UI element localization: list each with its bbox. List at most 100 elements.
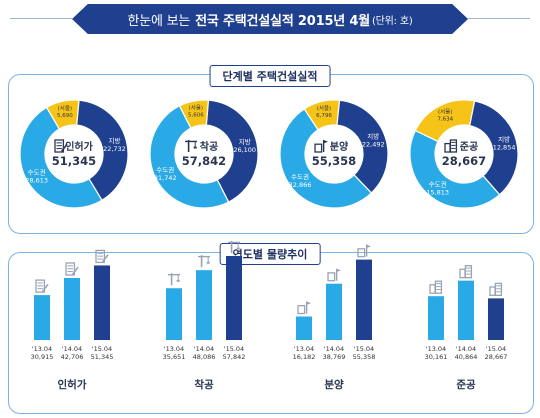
donut-total: 57,842 bbox=[182, 154, 226, 168]
donut-total: 28,667 bbox=[442, 154, 486, 168]
flag bbox=[323, 140, 328, 144]
bar-category: '15.04 bbox=[486, 345, 506, 353]
slice-label: 수도권 bbox=[156, 166, 174, 174]
flag-icon bbox=[327, 268, 341, 282]
slice-value: 6,796 bbox=[316, 113, 332, 119]
donut-slice bbox=[279, 108, 373, 209]
bar-value: 30,161 bbox=[425, 353, 448, 361]
slice-label: 수도권 bbox=[291, 173, 309, 181]
flag bbox=[336, 268, 341, 273]
slice-value: 28,613 bbox=[25, 176, 48, 184]
flag bbox=[366, 244, 371, 248]
flag-icon bbox=[357, 244, 371, 258]
slice-value: 5,690 bbox=[57, 113, 73, 119]
building-low bbox=[429, 284, 436, 294]
bar-category: '14.04 bbox=[62, 345, 82, 353]
slice-value: 5,606 bbox=[188, 113, 204, 119]
bar bbox=[94, 265, 110, 340]
bar-value: 42,706 bbox=[61, 353, 84, 361]
bar-value: 28,667 bbox=[485, 353, 508, 361]
bar-value: 55,358 bbox=[353, 353, 376, 361]
building-icon bbox=[489, 282, 503, 297]
donut-section-title: 단계별 주택건설실적 bbox=[209, 65, 331, 87]
slice-label: 지방 bbox=[498, 134, 510, 143]
bar bbox=[458, 280, 474, 340]
bar bbox=[428, 296, 444, 340]
flag-icon bbox=[297, 301, 311, 315]
slice-value: 26,100 bbox=[233, 146, 256, 154]
bar-value: 38,769 bbox=[323, 353, 346, 361]
building-tall bbox=[494, 282, 503, 297]
bar-category: '14.04 bbox=[194, 345, 214, 353]
crane-load bbox=[193, 146, 197, 149]
booth-body bbox=[357, 248, 366, 258]
building-tall bbox=[464, 265, 473, 279]
page-title: 전국 주택건설실적 2015년 4월 bbox=[195, 13, 370, 29]
slice-label: (서울) bbox=[317, 104, 331, 112]
pen-stroke bbox=[101, 254, 109, 263]
bar-value: 40,864 bbox=[455, 353, 478, 361]
crane-load bbox=[206, 261, 210, 264]
slice-value: 7,634 bbox=[437, 116, 453, 122]
building-icon bbox=[444, 139, 458, 153]
donut-name: 분양 bbox=[330, 141, 349, 153]
donut-hole bbox=[306, 126, 362, 182]
crane-load bbox=[236, 247, 240, 250]
building-icon bbox=[429, 280, 443, 294]
booth-body bbox=[297, 305, 306, 315]
bar-category: '15.04 bbox=[224, 345, 244, 353]
bar-value: 57,842 bbox=[223, 353, 246, 361]
donut-slice bbox=[336, 99, 389, 194]
slice-label: 수도권 bbox=[429, 181, 447, 189]
pen-stroke bbox=[60, 143, 68, 152]
crane-icon bbox=[185, 140, 197, 152]
bar-value: 51,345 bbox=[91, 353, 114, 361]
bar-value: 35,651 bbox=[163, 353, 186, 361]
donut-total: 51,345 bbox=[52, 154, 96, 168]
bar-value: 16,182 bbox=[293, 353, 316, 361]
building-icon bbox=[459, 265, 473, 279]
bar bbox=[296, 316, 312, 340]
flag bbox=[306, 301, 311, 305]
bar-group-name: 인허가 bbox=[58, 378, 87, 391]
donut-hole bbox=[176, 126, 232, 182]
bar bbox=[166, 288, 182, 340]
slice-label: 수도권 bbox=[28, 168, 46, 176]
booth-body bbox=[314, 143, 323, 153]
donut-slice bbox=[76, 99, 129, 202]
bar-category: '15.04 bbox=[92, 345, 112, 353]
slice-value: 31,742 bbox=[154, 174, 177, 182]
document-sheet bbox=[65, 262, 76, 276]
pen-stroke bbox=[71, 266, 79, 275]
crane-icon bbox=[168, 273, 180, 286]
building-low bbox=[459, 268, 466, 279]
bar bbox=[488, 298, 504, 340]
bar bbox=[64, 277, 80, 340]
slice-label: 지방 bbox=[239, 137, 251, 146]
donut-slice bbox=[409, 129, 501, 209]
crane-load bbox=[176, 279, 180, 282]
document-icon bbox=[54, 139, 68, 153]
slice-label: (서울) bbox=[438, 107, 452, 115]
donut-slice bbox=[149, 105, 230, 209]
bar-category: '15.04 bbox=[354, 345, 374, 353]
bar bbox=[226, 256, 242, 340]
bar bbox=[34, 295, 50, 340]
bar-category: '13.04 bbox=[32, 345, 52, 353]
document-icon bbox=[65, 262, 79, 276]
bar-group-name: 준공 bbox=[456, 379, 476, 391]
title-banner: 한눈에 보는 전국 주택건설실적 2015년 4월 (단위: 호) bbox=[72, 4, 468, 34]
donut-name: 준공 bbox=[460, 141, 478, 153]
bar-category: '13.04 bbox=[164, 345, 184, 353]
document-icon bbox=[35, 279, 49, 293]
slice-value: 15,813 bbox=[426, 189, 449, 197]
donut-slice bbox=[205, 99, 259, 203]
donut-slice bbox=[19, 106, 103, 209]
